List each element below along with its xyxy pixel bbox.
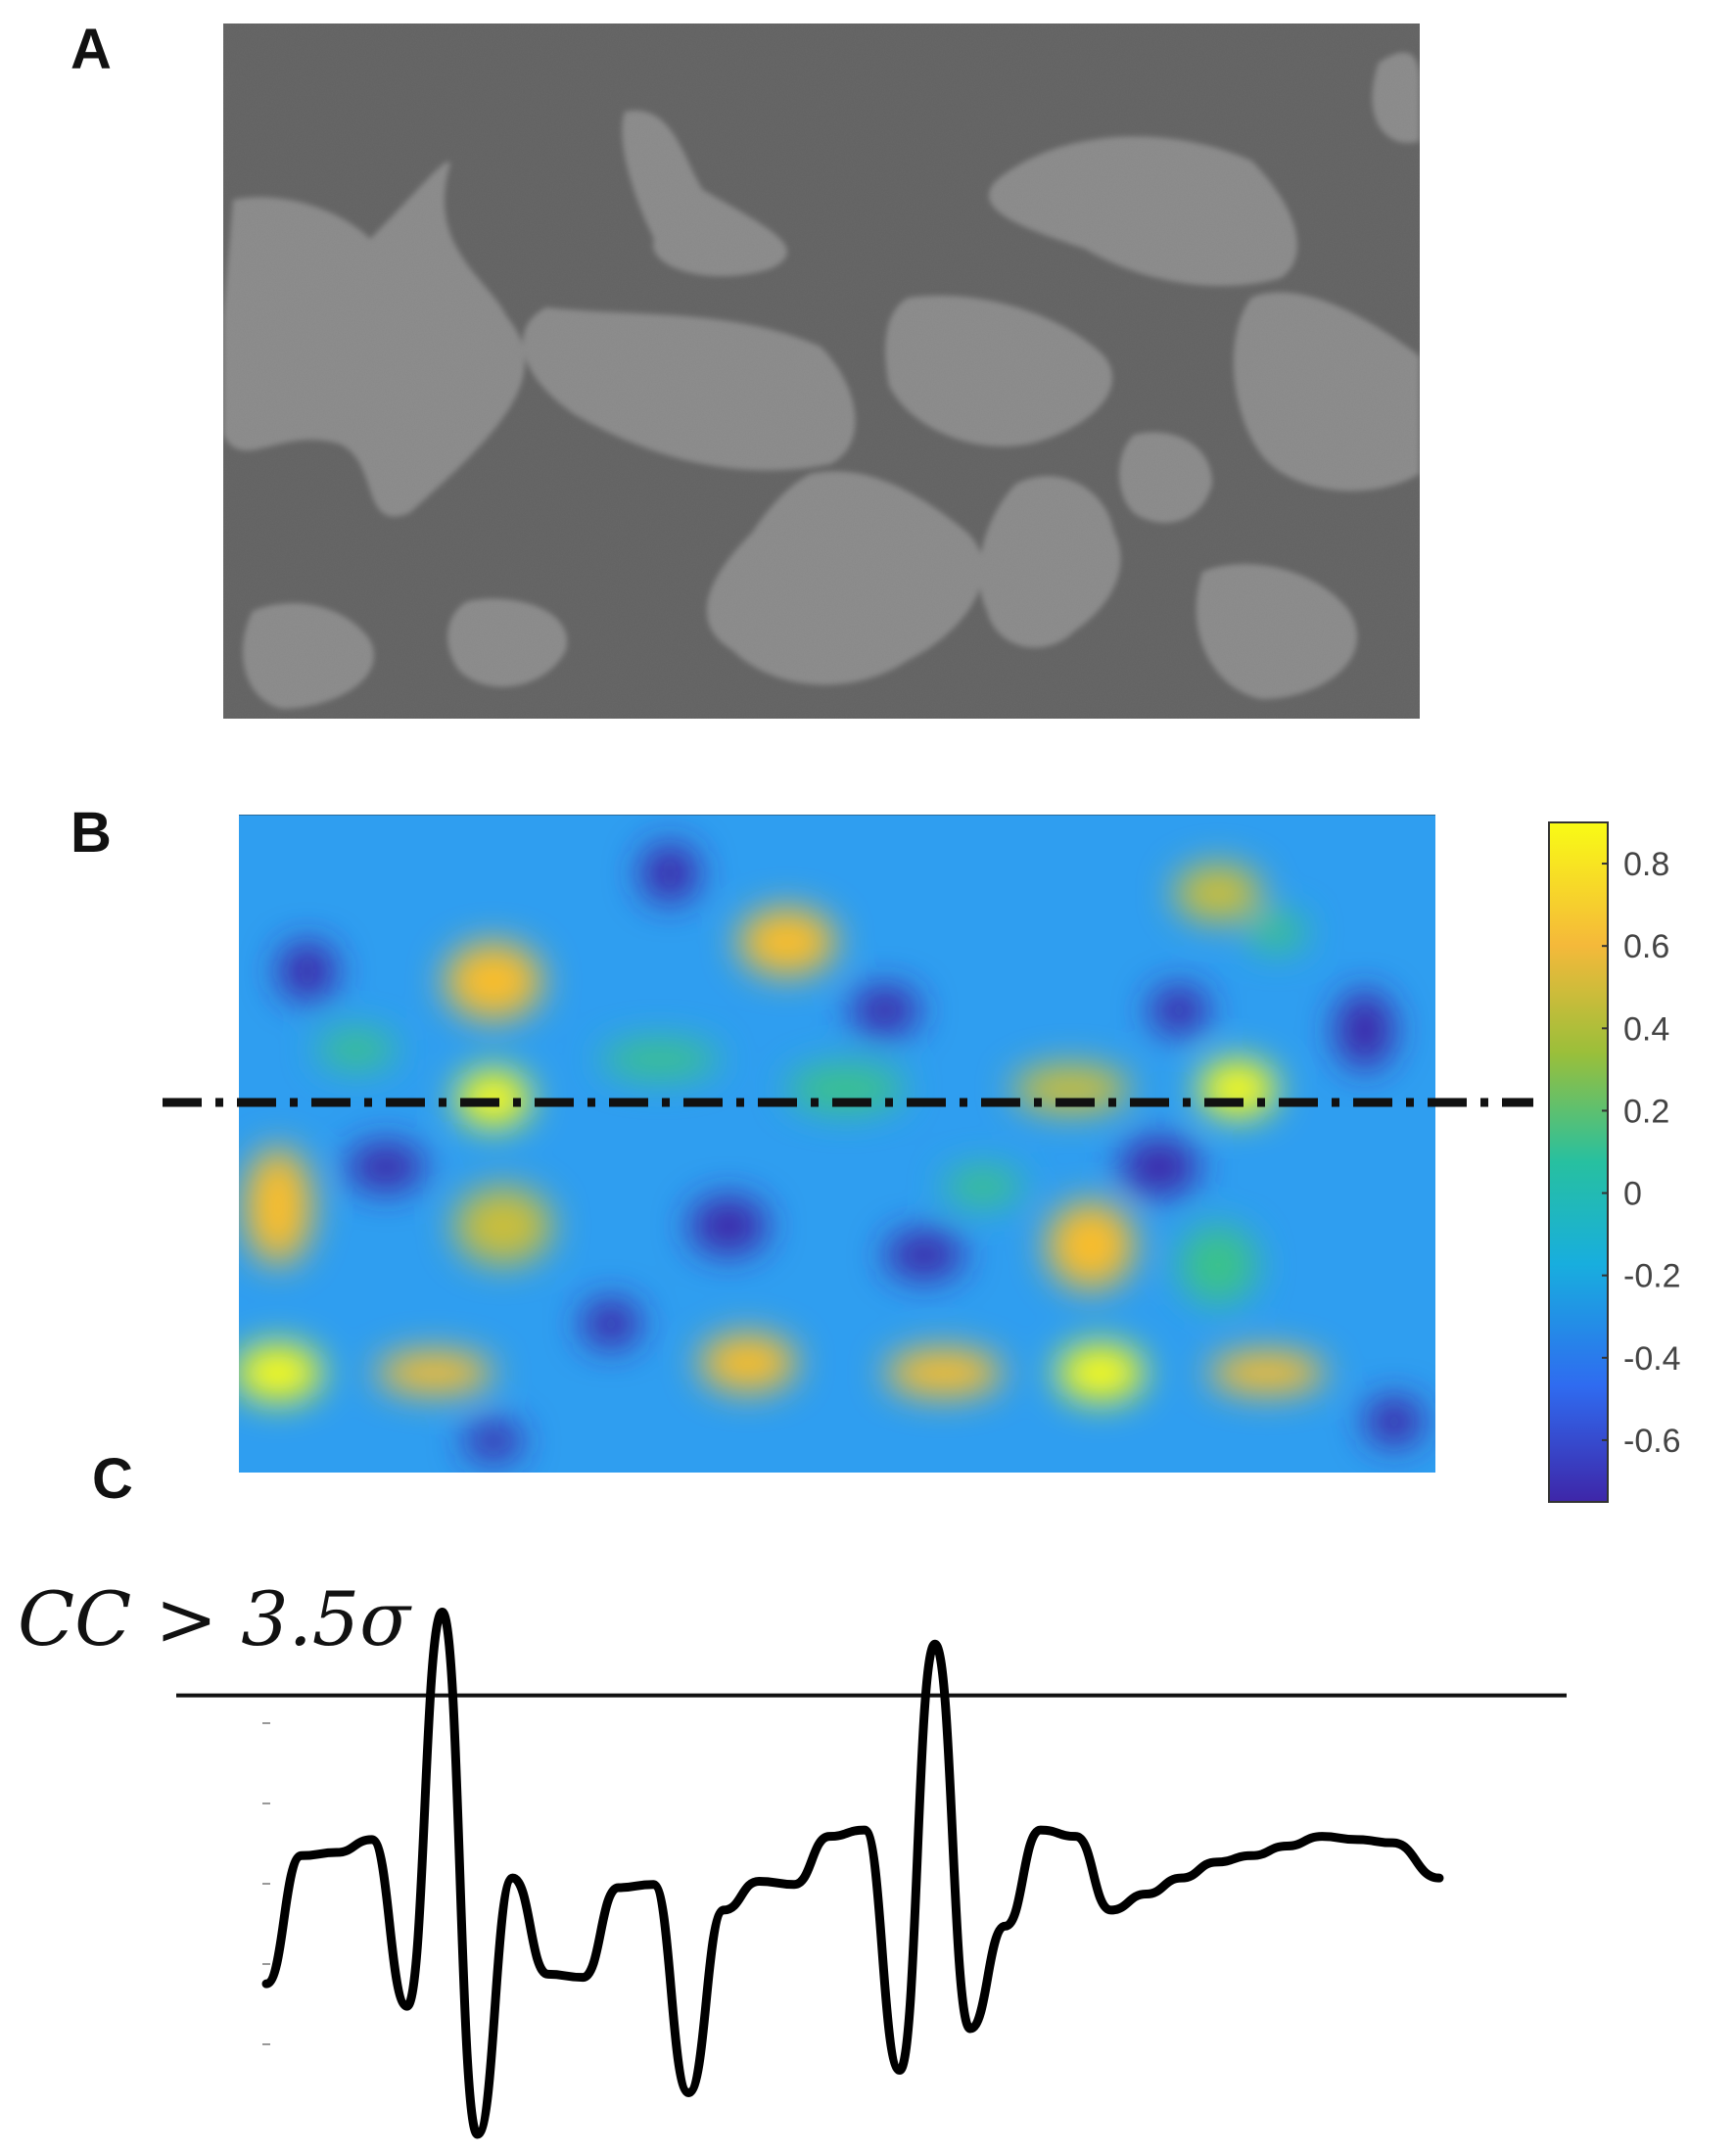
panel-b-label: B xyxy=(70,801,112,865)
heatmap-blob xyxy=(347,1143,425,1192)
correlation-heatmap xyxy=(239,815,1435,1473)
correlation-trace xyxy=(261,1608,1444,2139)
heatmap-blob xyxy=(582,1299,640,1348)
heatmap-blob xyxy=(278,942,337,1001)
heatmap-blob xyxy=(376,1351,493,1394)
micrograph-image xyxy=(223,23,1420,719)
heatmap-blob xyxy=(1247,913,1306,952)
heatmap-blob xyxy=(1208,1351,1326,1394)
heatmap-blob xyxy=(601,1040,719,1079)
heatmap-blobs xyxy=(239,844,1424,1461)
heatmap-blob xyxy=(1120,1138,1198,1196)
colorbar-tick-label: 0.4 xyxy=(1623,1010,1669,1048)
heatmap-blob xyxy=(445,942,542,1020)
heatmap-blob xyxy=(454,1187,552,1265)
panel-c-label: C xyxy=(92,1447,133,1511)
threshold-label: CC > 3.5σ xyxy=(18,1575,412,1662)
heatmap-blob xyxy=(689,1196,768,1255)
heatmap-blob xyxy=(1056,1343,1145,1402)
heatmap-blob xyxy=(239,1343,322,1402)
heatmap-blob xyxy=(1150,986,1208,1035)
y-axis-ticks xyxy=(262,1722,270,2045)
cross-section-line xyxy=(163,1098,1533,1107)
panel-a-label: A xyxy=(70,18,112,81)
heatmap-blob xyxy=(1365,1397,1424,1446)
heatmap-blob xyxy=(1336,991,1394,1069)
colorbar-tick-label: -0.6 xyxy=(1623,1423,1681,1460)
heatmap-blob xyxy=(317,1030,396,1069)
colorbar-tick-label: -0.2 xyxy=(1623,1258,1681,1295)
heatmap-blob xyxy=(244,1147,312,1265)
heatmap-blob xyxy=(1174,864,1262,922)
heatmap-blob xyxy=(944,1167,1022,1206)
heatmap-blob xyxy=(1047,1201,1135,1289)
heatmap-blob xyxy=(640,844,699,903)
heatmap-blob xyxy=(885,1348,1003,1397)
colorbar-gradient xyxy=(1548,821,1609,1503)
colorbar-tick-label: -0.4 xyxy=(1623,1340,1681,1378)
heatmap-blob xyxy=(851,986,919,1035)
heatmap-blob xyxy=(699,1334,797,1392)
heatmap-blob xyxy=(738,908,836,976)
colorbar-tick-label: 0.8 xyxy=(1623,846,1669,883)
colorbar: 0.8 0.6 0.4 0.2 0 -0.2 -0.4 -0.6 xyxy=(1548,821,1681,1503)
colorbar-tick-label: 0 xyxy=(1623,1176,1642,1213)
colorbar-tick-label: 0.2 xyxy=(1623,1093,1669,1130)
heatmap-blob xyxy=(1179,1226,1257,1304)
heatmap-blob xyxy=(885,1231,963,1280)
heatmap-blob xyxy=(464,1422,523,1461)
colorbar-tick-label: 0.6 xyxy=(1623,928,1669,965)
correlation-trace-chart: CC > 3.5σ xyxy=(18,1575,1567,2139)
colorbar-ticks: 0.8 0.6 0.4 0.2 0 -0.2 -0.4 -0.6 xyxy=(1602,846,1681,1460)
